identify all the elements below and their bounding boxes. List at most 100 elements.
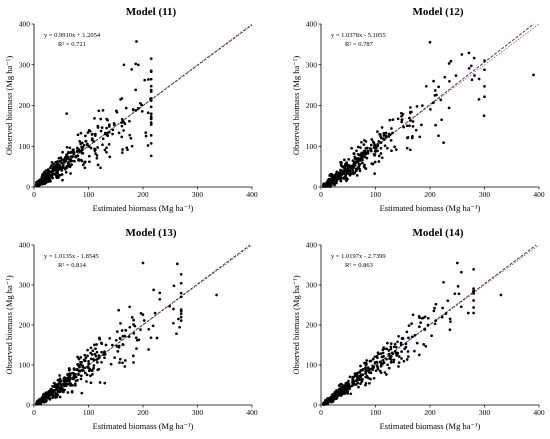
data-point xyxy=(355,371,359,375)
data-point xyxy=(337,384,341,387)
regression-equation: y = 0.9910x + 1.2054 xyxy=(44,32,101,39)
data-point xyxy=(357,164,361,168)
data-point xyxy=(66,373,69,376)
data-point xyxy=(105,126,108,130)
data-point xyxy=(428,40,432,44)
data-point xyxy=(139,311,143,315)
data-point xyxy=(115,330,119,333)
data-point xyxy=(351,159,355,163)
data-point xyxy=(380,156,384,160)
data-point xyxy=(418,325,421,329)
data-point xyxy=(74,384,77,387)
data-point xyxy=(105,132,109,135)
data-point xyxy=(86,131,90,134)
data-point xyxy=(144,131,148,134)
data-point xyxy=(378,133,382,136)
regression-line xyxy=(34,244,251,406)
data-point xyxy=(149,98,153,102)
data-point xyxy=(97,367,101,371)
data-point xyxy=(179,309,183,313)
data-point xyxy=(75,367,79,371)
data-point xyxy=(86,365,90,368)
data-point xyxy=(49,179,52,183)
data-point xyxy=(371,364,374,368)
data-point xyxy=(389,361,393,364)
data-point xyxy=(108,337,112,340)
data-point xyxy=(43,400,47,404)
data-point xyxy=(69,172,72,175)
data-point xyxy=(128,119,131,123)
data-point xyxy=(132,332,136,335)
data-point xyxy=(434,123,437,127)
data-point xyxy=(108,155,112,159)
data-point xyxy=(76,378,79,382)
data-point xyxy=(78,140,82,143)
data-point xyxy=(390,149,393,153)
y-axis-label: Observed biomass (Mg ha⁻¹) xyxy=(4,56,14,156)
data-point xyxy=(99,129,103,133)
data-point xyxy=(359,146,362,149)
data-point xyxy=(96,357,100,360)
data-point xyxy=(440,118,443,122)
data-point xyxy=(379,152,383,155)
data-point xyxy=(95,156,99,160)
data-point xyxy=(45,392,49,396)
data-point xyxy=(149,336,153,340)
data-point xyxy=(111,128,115,132)
data-point xyxy=(50,161,54,164)
data-point xyxy=(94,132,97,136)
data-point xyxy=(134,336,138,340)
data-point xyxy=(337,387,341,391)
data-point xyxy=(472,287,475,290)
data-point xyxy=(334,391,338,395)
data-point xyxy=(389,345,393,349)
data-point xyxy=(96,146,99,149)
data-point xyxy=(374,369,378,373)
data-point xyxy=(401,336,405,340)
data-point xyxy=(359,364,362,368)
data-point xyxy=(414,128,418,132)
data-point xyxy=(426,316,430,320)
data-point xyxy=(408,116,411,120)
data-point xyxy=(377,160,381,163)
data-point xyxy=(91,349,95,353)
data-point xyxy=(48,398,52,401)
data-point xyxy=(47,392,51,396)
data-point xyxy=(172,307,175,311)
data-point xyxy=(417,353,421,357)
data-point xyxy=(76,154,80,158)
data-point xyxy=(376,356,379,360)
data-point xyxy=(385,373,388,376)
data-point xyxy=(149,105,153,109)
y-tick-label: 0 xyxy=(26,401,30,410)
y-tick-label: 200 xyxy=(19,321,31,330)
data-point xyxy=(413,349,416,353)
data-point xyxy=(92,366,95,370)
data-point xyxy=(433,322,437,326)
data-point xyxy=(364,383,367,387)
data-point xyxy=(360,377,364,381)
data-point xyxy=(389,139,393,142)
data-point xyxy=(388,118,392,122)
data-point xyxy=(179,281,183,285)
data-point xyxy=(100,350,103,354)
regression-line xyxy=(33,24,253,187)
data-point xyxy=(368,381,371,385)
data-point xyxy=(99,117,103,121)
data-point xyxy=(70,154,74,158)
data-point xyxy=(93,117,96,120)
data-point xyxy=(400,118,404,122)
data-point xyxy=(355,379,358,383)
data-point xyxy=(385,347,389,351)
data-point xyxy=(439,98,443,102)
data-point xyxy=(79,158,83,162)
data-point xyxy=(83,353,87,357)
r-squared-label: R² = 0.787 xyxy=(345,41,374,48)
data-point xyxy=(61,161,64,165)
x-tick-label: 400 xyxy=(533,190,545,199)
data-point xyxy=(366,149,370,153)
data-point xyxy=(343,158,346,162)
data-point xyxy=(379,352,383,355)
y-tick-label: 300 xyxy=(19,60,31,69)
data-point xyxy=(74,154,78,158)
